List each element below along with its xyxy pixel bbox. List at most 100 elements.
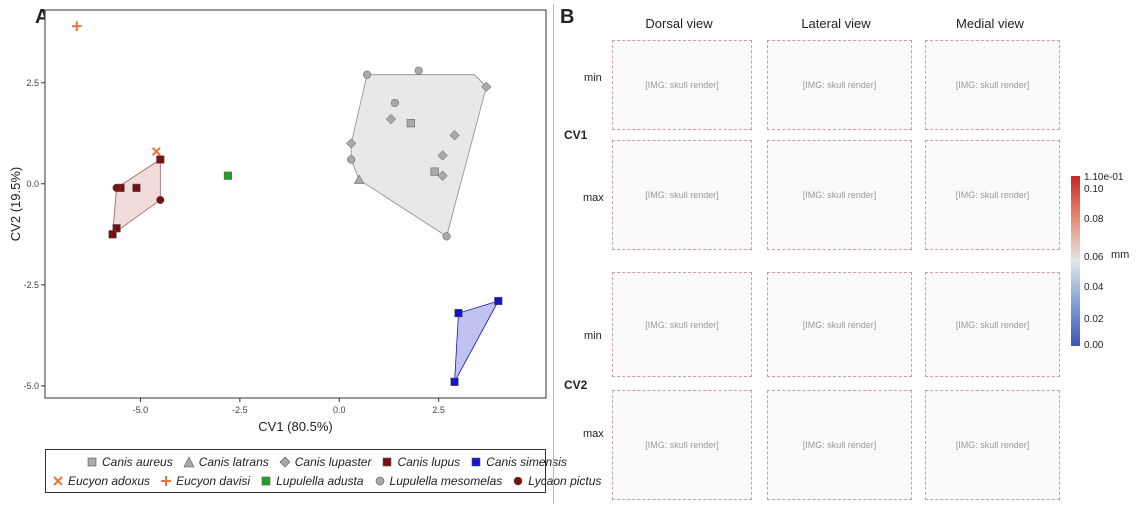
colorbar-tick-label: 0.08 — [1084, 214, 1104, 225]
colorbar-tick-label: 0.06 — [1084, 252, 1104, 263]
point-canis-lupaster — [385, 113, 397, 125]
legend-item-eucyon-davisi: Eucyon davisi — [160, 474, 250, 488]
colorbar-tick-label: 1.10e-01 — [1084, 172, 1124, 183]
point-lupulella-adusta — [223, 171, 232, 180]
panel-b-label: B — [560, 6, 575, 28]
legend-item-lupulella-mesomelas: Lupulella mesomelas — [374, 474, 503, 488]
y-tick-label: -5.0 — [23, 381, 39, 391]
column-header-lateral: Lateral view — [801, 16, 871, 31]
legend-label: Canis aureus — [102, 455, 173, 469]
legend-label: Lupulella mesomelas — [389, 474, 503, 488]
legend-item-canis-latrans: Canis latrans — [183, 455, 269, 469]
render-cv1-min-medial: [IMG: skull render] — [925, 40, 1060, 130]
x-axis-label: CV1 (80.5%) — [258, 419, 332, 434]
x-tick-label: -2.5 — [232, 405, 248, 415]
legend-marker — [471, 457, 481, 467]
point-canis-simensis — [450, 377, 459, 386]
legend-marker — [279, 456, 291, 468]
legend-label: Lupulella adusta — [276, 474, 364, 488]
render-cv1-max-dorsal: [IMG: skull render] — [612, 140, 752, 250]
legend-item-canis-lupus: Canis lupus — [381, 455, 460, 469]
render-cv1-max-lateral: [IMG: skull render] — [767, 140, 912, 250]
point-canis-lupus — [156, 155, 165, 164]
point-eucyon-davisi — [72, 21, 82, 31]
point-canis-aureus — [406, 119, 415, 128]
legend-item-lupulella-adusta: Lupulella adusta — [260, 474, 364, 488]
legend-label: Canis lupaster — [294, 455, 372, 469]
point-lupulella-mesomelas — [414, 66, 423, 75]
point-lupulella-mesomelas — [347, 155, 356, 164]
legend-label: Eucyon davisi — [176, 474, 251, 488]
column-header-medial: Medial view — [956, 16, 1024, 31]
render-cv2-max-medial: [IMG: skull render] — [925, 390, 1060, 500]
cv1-label: CV1 — [564, 128, 588, 142]
legend-row-1: Canis aureus Canis latrans Canis lupaster C… — [86, 455, 577, 469]
legend-label: Canis simensis — [486, 455, 567, 469]
point-canis-lupaster — [437, 150, 448, 161]
point-canis-lupaster — [346, 138, 357, 149]
chart-legend: Canis aureus Canis latrans Canis lupaster C… — [45, 449, 601, 493]
column-header-dorsal: Dorsal view — [645, 16, 713, 31]
legend-item-eucyon-adoxus: Eucyon adoxus — [52, 474, 150, 488]
colorbar-tick-label: 0.02 — [1084, 314, 1104, 325]
legend-item-canis-aureus: Canis aureus — [86, 455, 173, 469]
point-lupulella-mesomelas — [390, 98, 399, 108]
render-cv1-min-dorsal: [IMG: skull render] — [612, 40, 752, 130]
legend-marker — [87, 457, 97, 467]
row-label-cv1-min: min — [584, 72, 602, 84]
y-tick-label: 2.5 — [26, 78, 39, 88]
colorbar-tick-label: 0.04 — [1084, 282, 1104, 293]
x-tick-label: 0.0 — [333, 405, 346, 415]
point-lycaon-pictus — [112, 183, 121, 192]
y-axis-label: CV2 (19.5%) — [8, 167, 23, 241]
scatter-chart: -5.0 -2.5 0.0 2.5 2.5 0.0 -2.5 -5.0 CV1 (80.5%) C… — [8, 9, 547, 434]
legend-marker — [161, 476, 172, 486]
legend-marker — [183, 456, 195, 468]
legend-marker — [513, 476, 523, 486]
y-tick-label: -2.5 — [23, 280, 39, 290]
point-lupulella-mesomelas — [442, 232, 451, 241]
point-lupulella-mesomelas — [363, 70, 372, 79]
point-lycaon-pictus — [156, 195, 165, 205]
x-tick-label: 2.5 — [432, 405, 445, 415]
legend-marker — [375, 476, 384, 486]
legend-row-2: Eucyon adoxus Eucyon davisi Lupulella adus… — [52, 474, 611, 488]
y-tick-label: 0.0 — [26, 179, 39, 189]
colorbar-unit: mm — [1111, 249, 1130, 261]
point-canis-lupaster — [449, 130, 460, 141]
panel-divider — [553, 4, 554, 504]
legend-item-canis-simensis: Canis simensis — [470, 455, 567, 469]
row-label-cv1-max: max — [583, 192, 604, 204]
point-canis-lupaster — [437, 170, 448, 181]
legend-marker — [53, 476, 63, 486]
point-canis-simensis — [454, 309, 463, 318]
point-eucyon-adoxus — [151, 146, 161, 156]
legend-marker — [261, 476, 271, 486]
point-canis-aureus — [430, 167, 439, 176]
point-canis-lupus — [132, 183, 141, 192]
hull-blue — [454, 300, 500, 383]
point-canis-lupus — [108, 230, 117, 239]
render-cv2-max-dorsal: [IMG: skull render] — [612, 390, 752, 500]
row-label-cv2-max: max — [583, 428, 604, 440]
point-canis-latrans — [353, 174, 365, 184]
colorbar-tick-label: 0.00 — [1084, 340, 1104, 351]
render-cv1-min-lateral: [IMG: skull render] — [767, 40, 912, 130]
render-cv1-max-medial: [IMG: skull render] — [925, 140, 1060, 250]
legend-item-canis-lupaster: Canis lupaster — [279, 455, 372, 469]
point-canis-simensis — [494, 296, 503, 306]
legend-marker — [383, 457, 392, 467]
render-cv2-min-lateral: [IMG: skull render] — [767, 272, 912, 377]
render-cv2-min-dorsal: [IMG: skull render] — [612, 272, 752, 377]
row-label-cv2-min: min — [584, 330, 602, 342]
legend-label: Canis lupus — [397, 455, 461, 469]
colorbar-tick-label: 0.10 — [1084, 184, 1104, 195]
point-canis-lupaster — [481, 81, 492, 92]
colorbar — [1071, 176, 1080, 346]
cv2-label: CV2 — [564, 378, 588, 392]
render-cv2-max-lateral: [IMG: skull render] — [767, 390, 912, 500]
legend-label: Canis latrans — [198, 455, 269, 469]
render-cv2-min-medial: [IMG: skull render] — [925, 272, 1060, 377]
x-tick-label: -5.0 — [133, 405, 149, 415]
legend-label: Lycaon pictus — [528, 474, 602, 488]
